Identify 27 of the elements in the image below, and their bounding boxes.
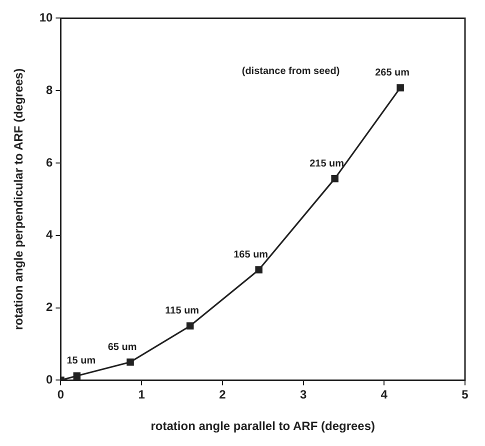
y-tick-label: 2 xyxy=(46,300,54,314)
x-tick-label: 3 xyxy=(300,388,307,402)
y-tick-label: 6 xyxy=(46,155,54,170)
point xyxy=(331,174,338,182)
annotation: 215 um xyxy=(310,158,344,170)
x-tick-label: 0 xyxy=(57,388,64,402)
point xyxy=(73,372,81,380)
point xyxy=(396,84,404,92)
annotation: 115 um xyxy=(165,306,200,317)
point xyxy=(186,322,194,330)
x-tick-label: 2 xyxy=(219,388,226,402)
annotation: 15 um xyxy=(66,356,96,367)
annotation: 165 um xyxy=(234,250,268,261)
y-tick-label: 10 xyxy=(39,10,54,25)
y-tick-label: 4 xyxy=(46,228,54,242)
x-tick-label: 1 xyxy=(138,388,146,402)
annotation: (distance from seed) xyxy=(242,66,340,77)
point xyxy=(126,358,134,366)
annotation: 65 um xyxy=(108,342,137,353)
x-axis-title: rotation angle parallel to ARF (degrees) xyxy=(150,419,376,434)
point xyxy=(255,266,262,274)
x-tick-label: 5 xyxy=(462,388,469,402)
y-tick-label: 0 xyxy=(46,372,54,387)
y-tick-label: 8 xyxy=(46,82,54,97)
annotation: 265 um xyxy=(375,67,410,78)
y-axis-title: rotation angle perpendicular to ARF (degrees) xyxy=(12,68,26,330)
x-tick-label: 4 xyxy=(380,388,388,402)
